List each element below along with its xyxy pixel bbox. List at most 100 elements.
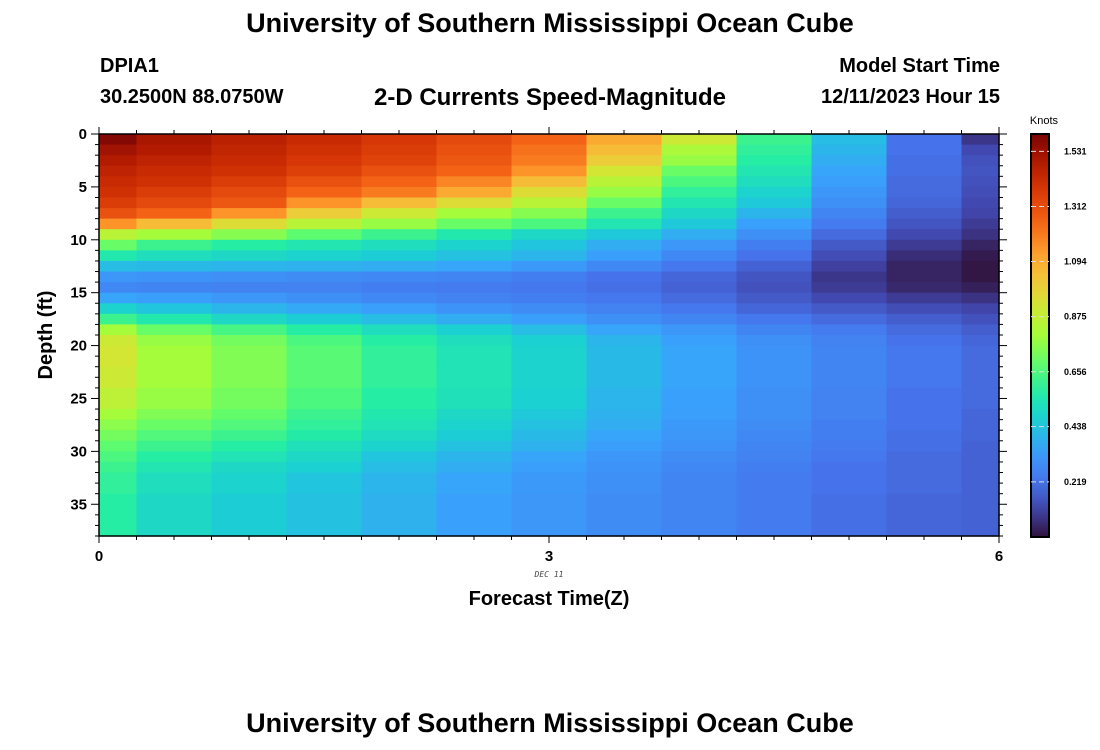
- heatmap-cell-r7-c6: [511, 208, 588, 220]
- y-axis-label: Depth (ft): [35, 291, 57, 380]
- heatmap-cell-r26-c0: [99, 440, 138, 452]
- heatmap-cell-r13-c7: [586, 271, 663, 283]
- heatmap-cell-r17-c10: [811, 313, 888, 325]
- heatmap-cell-r17-c3: [286, 313, 363, 325]
- heatmap-cell-r10-c8: [661, 239, 738, 251]
- heatmap-cell-r0-c1: [136, 134, 213, 146]
- heatmap-cell-r19-c1: [136, 335, 213, 347]
- heatmap-cell-r19-c3: [286, 335, 363, 347]
- heatmap-cell-r3-c1: [136, 165, 213, 177]
- heatmap-cell-r0-c5: [436, 134, 513, 146]
- heatmap-cell-r21-c5: [436, 366, 513, 389]
- heatmap-cell-r21-c3: [286, 366, 363, 389]
- heatmap-cell-r18-c0: [99, 324, 138, 336]
- heatmap-cell-r22-c5: [436, 387, 513, 410]
- heatmap-cell-r13-c2: [211, 271, 288, 283]
- x-tick-label: 0: [95, 548, 103, 565]
- heatmap-cell-r15-c10: [811, 292, 888, 304]
- heatmap-cell-r8-c8: [661, 218, 738, 230]
- heatmap-cell-r5-c2: [211, 186, 288, 199]
- heatmap-cell-r23-c7: [586, 409, 663, 421]
- heatmap-cell-r4-c7: [586, 176, 663, 188]
- heatmap-cell-r21-c7: [586, 366, 663, 389]
- heatmap-cell-r18-c9: [736, 324, 813, 336]
- heatmap-cell-r2-c8: [661, 155, 738, 167]
- heatmap-cell-r5-c7: [586, 186, 663, 199]
- heatmap-cell-r12-c10: [811, 260, 888, 273]
- heatmap-cell-r1-c2: [211, 144, 288, 156]
- heatmap-cell-r2-c1: [136, 155, 213, 167]
- heatmap-cell-r7-c4: [361, 208, 438, 220]
- y-tick-label: 15: [70, 285, 87, 302]
- heatmap-cell-r10-c10: [811, 239, 888, 251]
- heatmap-cell-r11-c3: [286, 250, 363, 262]
- colorbar-ticks: 1.531 1.312 1.094 0.875 0.656 0.438 0.219: [1031, 146, 1087, 487]
- colorbar-tick-label: 1.312: [1064, 202, 1087, 212]
- heatmap-cell-r19-c6: [511, 335, 588, 347]
- heatmap-cell-r13-c3: [286, 271, 363, 283]
- heatmap-cell-r1-c5: [436, 144, 513, 156]
- heatmap-cell-r7-c7: [586, 208, 663, 220]
- heatmap-cell-r10-c2: [211, 239, 288, 251]
- heatmap-cell-r5-c1: [136, 186, 213, 199]
- heatmap-cell-r11-c7: [586, 250, 663, 262]
- heatmap-cell-r10-c7: [586, 239, 663, 251]
- heatmap-cell-r0-c2: [211, 134, 288, 146]
- heatmap-cell-r25-c10: [811, 430, 888, 442]
- heatmap-cell-r9-c4: [361, 229, 438, 241]
- heatmap-cell-r13-c6: [511, 271, 588, 283]
- heatmap-cell-r9-c10: [811, 229, 888, 241]
- heatmap-cell-r0-c9: [736, 134, 813, 146]
- heatmap-cell-r25-c1: [136, 430, 213, 442]
- heatmap-cell-r19-c9: [736, 335, 813, 347]
- heatmap-cell-r24-c11: [886, 419, 963, 431]
- heatmap-cell-r3-c8: [661, 165, 738, 177]
- heatmap-cell-r22-c12: [961, 387, 1000, 410]
- heatmap-cell-r28-c12: [961, 461, 1000, 474]
- heatmap-cell-r25-c3: [286, 430, 363, 442]
- heatmap-cell-r10-c0: [99, 239, 138, 251]
- heatmap-cell-r29-c10: [811, 472, 888, 495]
- heatmap-cell-r7-c5: [436, 208, 513, 220]
- heatmap-cell-r1-c6: [511, 144, 588, 156]
- heatmap-cell-r24-c10: [811, 419, 888, 431]
- heatmap-cell-r2-c6: [511, 155, 588, 167]
- colorbar: [1030, 133, 1050, 538]
- heatmap-cell-r6-c9: [736, 197, 813, 209]
- heatmap-cell-r4-c5: [436, 176, 513, 188]
- heatmap-cell-r10-c5: [436, 239, 513, 251]
- heatmap-cell-r29-c4: [361, 472, 438, 495]
- model-start-value: 12/11/2023 Hour 15: [820, 86, 1000, 108]
- heatmap-cell-r26-c1: [136, 440, 213, 452]
- heatmap-cell-r30-c10: [811, 493, 888, 537]
- heatmap-cell-r12-c8: [661, 260, 738, 273]
- x-tick-label: 3: [545, 548, 553, 565]
- heatmap-cell-r5-c5: [436, 186, 513, 199]
- heatmap-cell-r9-c5: [436, 229, 513, 241]
- heatmap-cell-r27-c2: [211, 451, 288, 463]
- heatmap-cell-r18-c8: [661, 324, 738, 336]
- heatmap-cell-r29-c3: [286, 472, 363, 495]
- heatmap-cell-r23-c9: [736, 409, 813, 421]
- heatmap-cell-r22-c9: [736, 387, 813, 410]
- heatmap-cell-r24-c12: [961, 419, 1000, 431]
- heatmap-cell-r27-c9: [736, 451, 813, 463]
- heatmap-cell-r26-c5: [436, 440, 513, 452]
- heatmap-cell-r18-c4: [361, 324, 438, 336]
- heatmap-cell-r27-c1: [136, 451, 213, 463]
- heatmap-cell-r6-c2: [211, 197, 288, 209]
- heatmap-cell-r16-c4: [361, 303, 438, 315]
- chart-axes: 0 5 10 15 20 25 30 35 0 3 6: [70, 126, 1007, 565]
- heatmap-cell-r8-c5: [436, 218, 513, 230]
- heatmap-cell-r24-c1: [136, 419, 213, 431]
- heatmap-cell-r14-c9: [736, 282, 813, 294]
- heatmap-cell-r0-c4: [361, 134, 438, 146]
- station-id: DPIA1: [100, 55, 159, 77]
- heatmap-cell-r14-c3: [286, 282, 363, 294]
- heatmap-cell-r10-c3: [286, 239, 363, 251]
- heatmap-cell-r27-c7: [586, 451, 663, 463]
- heatmap-cell-r15-c3: [286, 292, 363, 304]
- heatmap-cell-r16-c9: [736, 303, 813, 315]
- heatmap-cell-r20-c11: [886, 345, 963, 368]
- heatmap-cell-r24-c9: [736, 419, 813, 431]
